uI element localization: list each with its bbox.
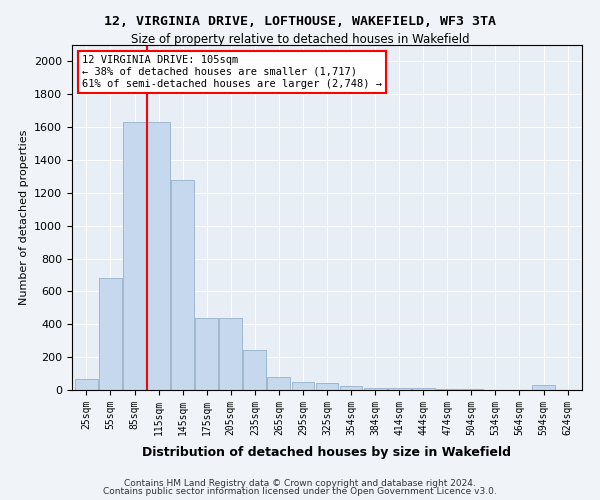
Bar — [388, 388, 410, 390]
Bar — [268, 377, 290, 390]
Bar — [75, 380, 98, 390]
Bar — [244, 350, 266, 390]
Bar — [364, 388, 386, 390]
Bar — [171, 180, 194, 390]
Bar — [99, 278, 122, 390]
Text: 12, VIRGINIA DRIVE, LOFTHOUSE, WAKEFIELD, WF3 3TA: 12, VIRGINIA DRIVE, LOFTHOUSE, WAKEFIELD… — [104, 15, 496, 28]
Bar — [195, 318, 218, 390]
Y-axis label: Number of detached properties: Number of detached properties — [19, 130, 29, 305]
Bar — [436, 389, 459, 390]
Bar — [460, 389, 483, 390]
Bar — [412, 388, 434, 390]
X-axis label: Distribution of detached houses by size in Wakefield: Distribution of detached houses by size … — [143, 446, 511, 459]
Bar — [292, 382, 314, 390]
Text: Contains public sector information licensed under the Open Government Licence v3: Contains public sector information licen… — [103, 487, 497, 496]
Bar — [340, 386, 362, 390]
Text: Contains HM Land Registry data © Crown copyright and database right 2024.: Contains HM Land Registry data © Crown c… — [124, 478, 476, 488]
Text: 12 VIRGINIA DRIVE: 105sqm
← 38% of detached houses are smaller (1,717)
61% of se: 12 VIRGINIA DRIVE: 105sqm ← 38% of detac… — [82, 56, 382, 88]
Bar — [220, 318, 242, 390]
Bar — [147, 122, 170, 390]
Bar — [123, 122, 146, 390]
Text: Size of property relative to detached houses in Wakefield: Size of property relative to detached ho… — [131, 32, 469, 46]
Bar — [316, 384, 338, 390]
Bar — [532, 385, 555, 390]
